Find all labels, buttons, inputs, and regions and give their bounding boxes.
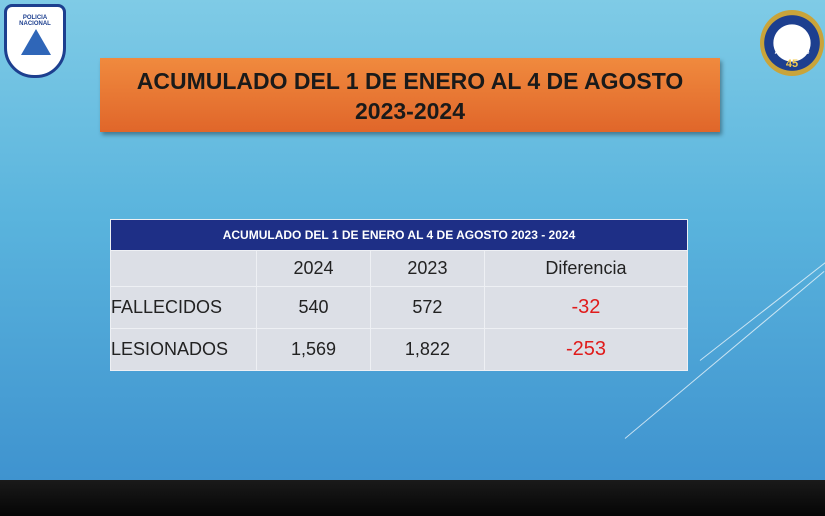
screen: POLICIA NACIONAL ANIVERSARIO 45 ACUMULAD…: [0, 0, 825, 480]
column-header: Diferencia: [483, 250, 689, 287]
table-row: LESIONADOS 1,569 1,822 -253: [110, 328, 689, 371]
logo-text: POLICIA NACIONAL: [19, 15, 51, 27]
row-label: FALLECIDOS: [110, 286, 257, 329]
table-cell: 540: [256, 286, 371, 329]
logo-text: ANIVERSARIO: [774, 50, 810, 56]
police-logo: POLICIA NACIONAL: [4, 4, 66, 78]
monitor-bezel: [0, 480, 825, 516]
table-cell: -32: [483, 286, 689, 329]
table-row: FALLECIDOS 540 572 -32: [110, 286, 689, 329]
logo-number: 45: [785, 58, 799, 70]
table-cell: 572: [369, 286, 485, 329]
row-label: LESIONADOS: [110, 328, 257, 371]
table-cell: 1,822: [369, 328, 485, 371]
column-header: 2023: [369, 250, 485, 287]
table-caption: ACUMULADO DEL 1 DE ENERO AL 4 DE AGOSTO …: [110, 219, 688, 251]
light-streak: [699, 249, 825, 361]
header-row: 2024 2023 Diferencia: [110, 250, 689, 287]
title: ACUMULADO DEL 1 DE ENERO AL 4 DE AGOSTO: [136, 68, 684, 94]
header-cell: [110, 250, 257, 287]
subtitle: 2023-2024: [355, 98, 465, 124]
title-box: ACUMULADO DEL 1 DE ENERO AL 4 DE AGOSTO …: [100, 58, 720, 132]
table-cell: 1,569: [256, 328, 371, 371]
anniversary-logo: ANIVERSARIO 45: [760, 10, 824, 76]
logo-emblem: [21, 29, 51, 55]
data-table: ACUMULADO DEL 1 DE ENERO AL 4 DE AGOSTO …: [110, 219, 689, 371]
table-cell: -253: [483, 328, 689, 371]
column-header: 2024: [256, 250, 371, 287]
